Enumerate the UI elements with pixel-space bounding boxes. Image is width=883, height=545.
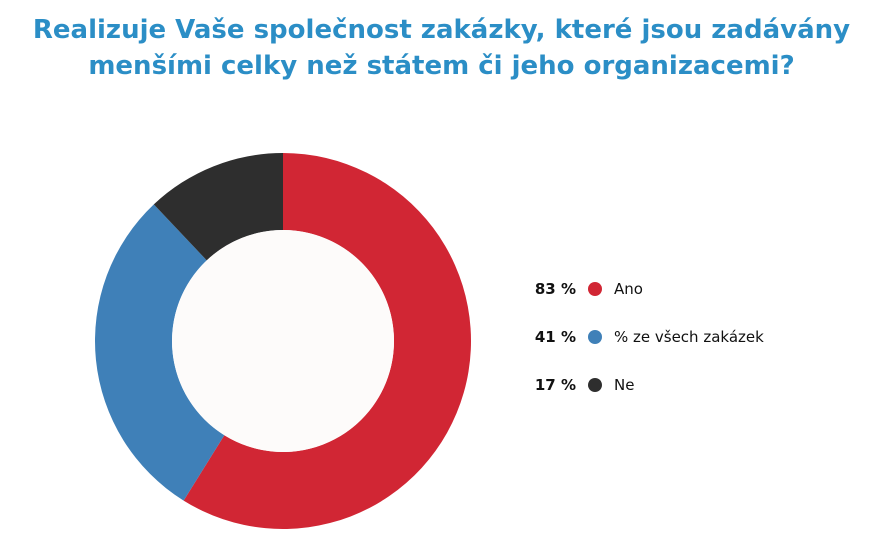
donut-slice-1 — [94, 204, 225, 501]
legend-label: Ne — [614, 376, 635, 394]
chart-title-line-2: menšími celky než státem či jeho organiz… — [88, 51, 795, 81]
legend-value: 17 % — [534, 376, 576, 394]
legend-swatch — [588, 330, 602, 344]
legend-value: 41 % — [534, 328, 576, 346]
chart-legend: 83 % Ano 41 % % ze všech zakázek 17 % Ne — [518, 277, 848, 421]
legend-value: 83 % — [534, 280, 576, 298]
legend-label: % ze všech zakázek — [614, 328, 764, 346]
donut-slice-2 — [153, 153, 283, 261]
chart-title-line-1: Realizuje Vaše společnost zakázky, které… — [32, 15, 851, 45]
legend-swatch — [588, 282, 602, 296]
legend-swatch — [588, 378, 602, 392]
chart-title: Realizuje Vaše společnost zakázky, které… — [0, 12, 883, 84]
donut-slice-0 — [183, 153, 472, 530]
donut-hole — [172, 230, 394, 452]
legend-item-ano: 83 % Ano — [518, 277, 848, 301]
legend-item-ne: 17 % Ne — [518, 373, 848, 397]
legend-item-percent-all-orders: 41 % % ze všech zakázek — [518, 325, 848, 349]
legend-label: Ano — [614, 280, 643, 298]
